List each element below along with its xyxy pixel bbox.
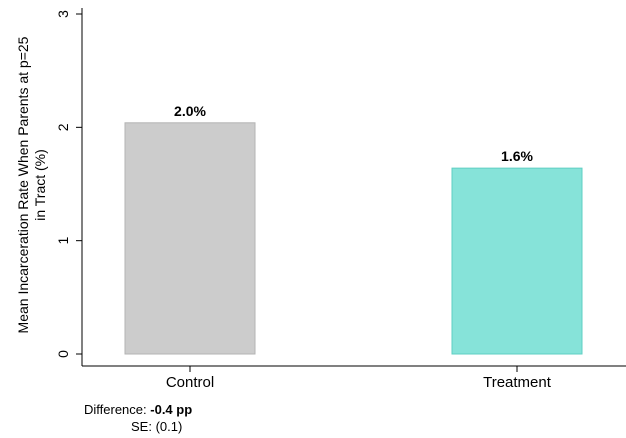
se-value: (0.1) xyxy=(155,419,183,434)
category-label-control: Control xyxy=(166,374,214,391)
se-label: SE: xyxy=(131,419,152,434)
y-tick-label-1: 1 xyxy=(55,237,71,245)
difference-label: Difference: xyxy=(84,402,147,417)
data-label-treatment: 1.6% xyxy=(501,148,533,164)
difference-value: -0.4 pp xyxy=(150,402,193,417)
bar-control xyxy=(124,122,256,355)
se-note: SE: (0.1) xyxy=(131,419,182,434)
y-tick-label-3: 3 xyxy=(55,10,71,18)
difference-note: Difference: -0.4 pp xyxy=(84,402,192,417)
bar-treatment xyxy=(451,167,583,355)
plot-area: 0 1 2 3 2.0% Control 1.6% Treatment xyxy=(55,8,626,391)
y-axis-title-line-2: in Tract (%) xyxy=(32,149,48,221)
data-label-control: 2.0% xyxy=(174,103,206,119)
y-axis-title-line-1: Mean Incarceration Rate When Parents at … xyxy=(15,36,31,333)
category-label-treatment: Treatment xyxy=(483,374,552,391)
y-tick-label-2: 2 xyxy=(55,123,71,131)
y-tick-label-0: 0 xyxy=(55,350,71,358)
